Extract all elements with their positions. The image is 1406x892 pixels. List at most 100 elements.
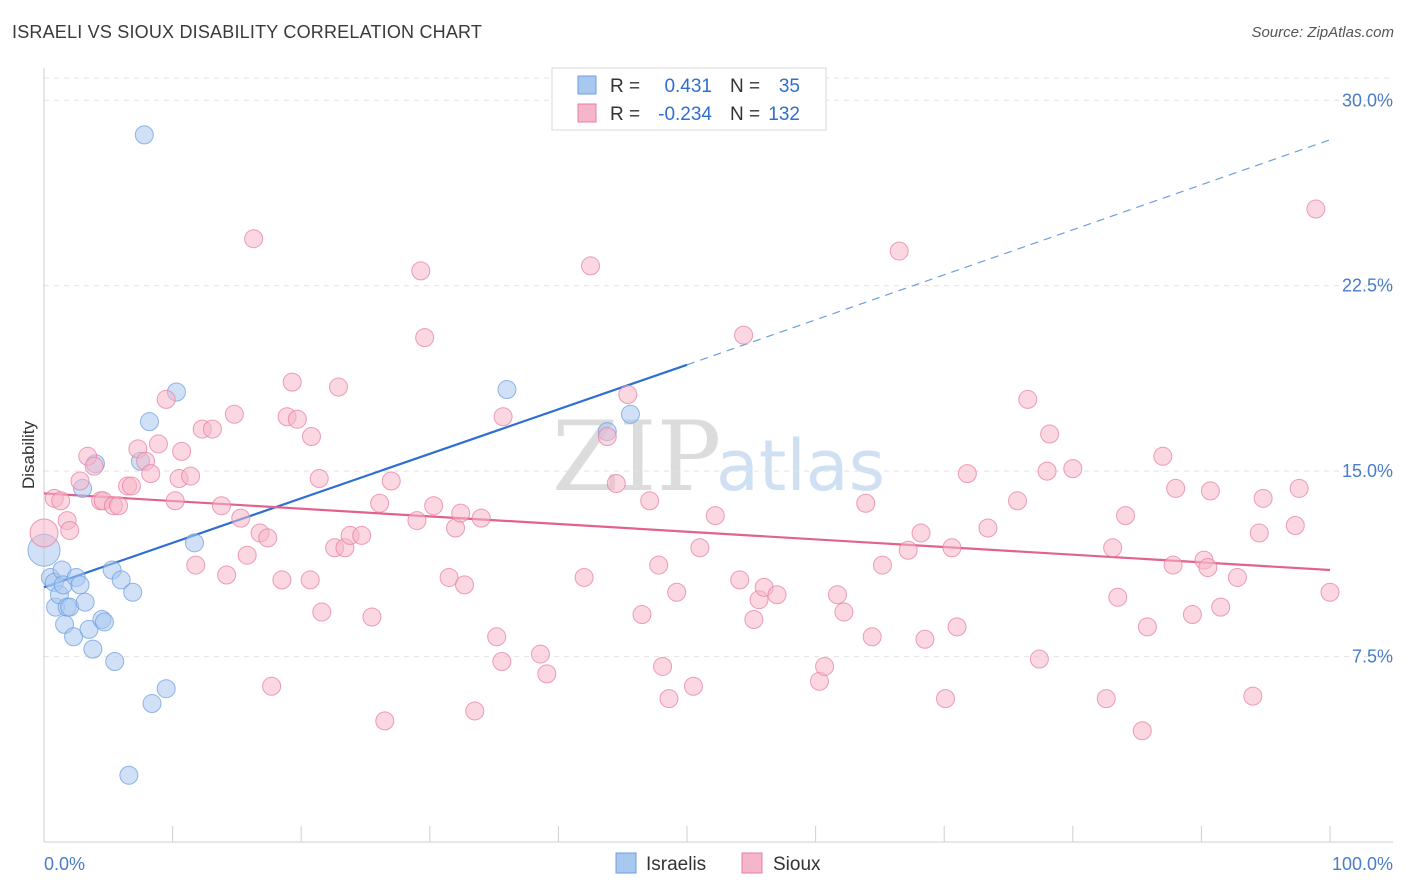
sioux-point — [1200, 481, 1220, 501]
sioux-point — [217, 565, 237, 585]
trend-lines — [43, 139, 1331, 589]
israelis-point — [134, 125, 154, 145]
sioux-point — [1103, 538, 1123, 558]
sioux-point — [84, 456, 104, 476]
sioux-point — [935, 689, 955, 709]
sioux-point — [690, 538, 710, 558]
sioux-point — [407, 511, 427, 531]
israelis-point — [94, 612, 114, 632]
sioux-point — [1132, 721, 1152, 741]
sioux-point — [1040, 424, 1060, 444]
sioux-point — [834, 602, 854, 622]
sioux-point — [121, 476, 141, 496]
sioux-point — [911, 523, 931, 543]
sioux-point — [1198, 558, 1218, 578]
sioux-point — [362, 607, 382, 627]
bottom-legend-swatch-sioux — [741, 852, 763, 874]
israelis-point — [123, 582, 143, 602]
sioux-point — [827, 585, 847, 605]
sioux-point — [1163, 555, 1183, 575]
legend-r-value-israelis: 0.431 — [664, 76, 712, 97]
data-points — [27, 125, 1340, 785]
sioux-point — [231, 508, 251, 528]
sioux-point — [898, 540, 918, 560]
sioux-point — [537, 664, 557, 684]
sioux-point — [734, 325, 754, 345]
sioux-point — [1289, 478, 1309, 498]
sioux-point — [237, 545, 257, 565]
watermark-atlas: atlas — [716, 425, 885, 507]
sioux-point — [381, 471, 401, 491]
sioux-point — [493, 407, 513, 427]
sioux-point — [1018, 389, 1038, 409]
sioux-point — [856, 493, 876, 513]
sioux-point — [597, 427, 617, 447]
sioux-point — [465, 701, 485, 721]
sioux-point — [258, 528, 278, 548]
sioux-point — [411, 261, 431, 281]
sioux-point — [172, 441, 192, 461]
sioux-point — [1227, 567, 1247, 587]
sioux-point — [471, 508, 491, 528]
legend-r-label-sioux: R = — [610, 104, 640, 125]
sioux-point — [1285, 516, 1305, 536]
sioux-point — [309, 469, 329, 489]
chart-title: ISRAELI VS SIOUX DISABILITY CORRELATION … — [12, 22, 483, 42]
sioux-point — [744, 609, 764, 629]
sioux-trend-line — [43, 492, 1331, 572]
israelis-point — [119, 765, 139, 785]
x-tick-label-min: 0.0% — [44, 854, 85, 874]
sioux-point — [424, 496, 444, 516]
y-tick-label: 7.5% — [1352, 647, 1393, 667]
y-tick-label: 15.0% — [1342, 461, 1393, 481]
source-label: Source: ZipAtlas.com — [1251, 24, 1394, 41]
sioux-point — [1306, 199, 1326, 219]
sioux-point — [1029, 649, 1049, 669]
sioux-point — [1108, 587, 1128, 607]
sioux-point — [312, 602, 332, 622]
israelis-point — [64, 627, 84, 647]
sioux-point — [618, 384, 638, 404]
sioux-point — [1249, 523, 1269, 543]
bottom-legend: Israelis Sioux — [615, 852, 821, 875]
sioux-point — [300, 570, 320, 590]
israelis-trend-extension — [686, 139, 1331, 366]
legend: R = 0.431 N = 35 R = -0.234 N = 132 — [551, 67, 827, 131]
sioux-point — [915, 629, 935, 649]
sioux-point — [1243, 686, 1263, 706]
sioux-point — [1320, 582, 1340, 602]
sioux-point — [60, 520, 80, 540]
legend-n-label-sioux: N = — [730, 104, 760, 125]
sioux-point — [51, 491, 71, 511]
legend-r-label-israelis: R = — [610, 76, 640, 97]
sioux-point — [730, 570, 750, 590]
sioux-point — [815, 656, 835, 676]
sioux-point — [1116, 506, 1136, 526]
y-axis-label: Disability — [19, 420, 38, 489]
sioux-point — [889, 241, 909, 261]
legend-swatch-israelis — [577, 75, 597, 95]
sioux-point — [328, 377, 348, 397]
sioux-point — [1063, 459, 1083, 479]
sioux-point — [683, 676, 703, 696]
sioux-point — [224, 404, 244, 424]
sioux-point — [439, 567, 459, 587]
israelis-point — [497, 380, 517, 400]
sioux-point — [653, 656, 673, 676]
sioux-point — [370, 493, 390, 513]
sioux-point — [287, 409, 307, 429]
sioux-point — [942, 538, 962, 558]
sioux-point — [862, 627, 882, 647]
israelis-point — [620, 404, 640, 424]
sioux-point — [705, 506, 725, 526]
sioux-point — [1182, 605, 1202, 625]
sioux-point — [606, 473, 626, 493]
sioux-point — [352, 525, 372, 545]
y-tick-label: 22.5% — [1342, 276, 1393, 296]
sioux-point — [415, 328, 435, 348]
sioux-point — [165, 491, 185, 511]
y-tick-label: 30.0% — [1342, 90, 1393, 110]
legend-n-value-israelis: 35 — [779, 76, 800, 97]
sioux-point — [957, 464, 977, 484]
